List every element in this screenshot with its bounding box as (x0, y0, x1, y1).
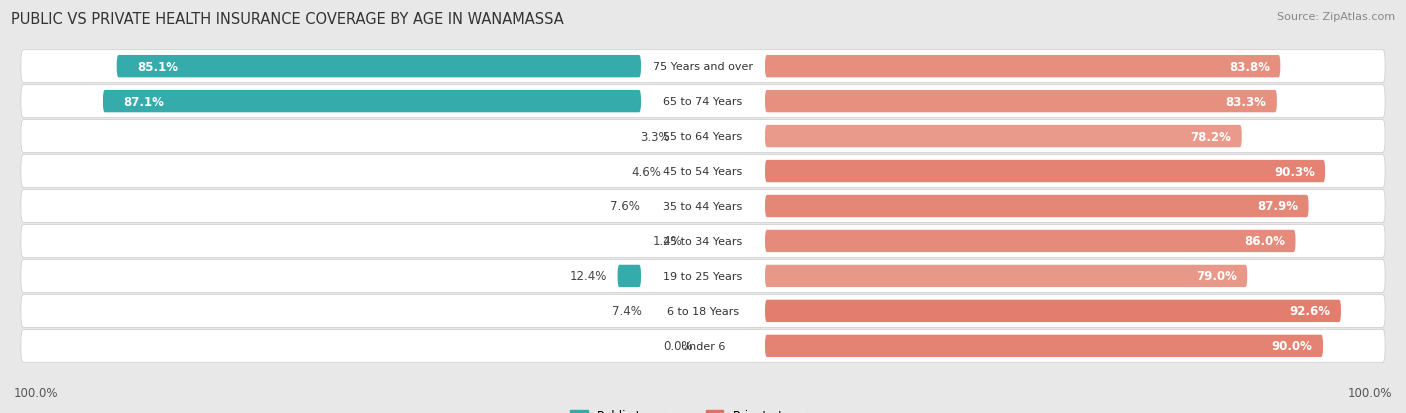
Text: 7.6%: 7.6% (610, 200, 640, 213)
FancyBboxPatch shape (765, 56, 1281, 78)
FancyBboxPatch shape (765, 265, 1247, 287)
FancyBboxPatch shape (765, 161, 1324, 183)
Text: 100.0%: 100.0% (1347, 386, 1392, 399)
FancyBboxPatch shape (103, 91, 641, 113)
Text: 6 to 18 Years: 6 to 18 Years (666, 306, 740, 316)
Text: 55 to 64 Years: 55 to 64 Years (664, 132, 742, 142)
Text: 78.2%: 78.2% (1191, 130, 1232, 143)
FancyBboxPatch shape (21, 295, 1385, 328)
FancyBboxPatch shape (765, 195, 1309, 218)
FancyBboxPatch shape (21, 190, 1385, 223)
Text: 83.8%: 83.8% (1229, 61, 1270, 74)
Text: 45 to 54 Years: 45 to 54 Years (664, 166, 742, 177)
Text: Source: ZipAtlas.com: Source: ZipAtlas.com (1277, 12, 1395, 22)
FancyBboxPatch shape (21, 85, 1385, 118)
Text: 19 to 25 Years: 19 to 25 Years (664, 271, 742, 281)
FancyBboxPatch shape (21, 51, 1385, 83)
Text: 25 to 34 Years: 25 to 34 Years (664, 236, 742, 247)
Text: 83.3%: 83.3% (1226, 95, 1267, 108)
FancyBboxPatch shape (765, 126, 1241, 148)
Text: 79.0%: 79.0% (1197, 270, 1237, 283)
FancyBboxPatch shape (21, 155, 1385, 188)
FancyBboxPatch shape (765, 335, 1323, 357)
FancyBboxPatch shape (617, 265, 641, 287)
FancyBboxPatch shape (117, 56, 641, 78)
Text: 7.4%: 7.4% (612, 305, 641, 318)
Text: 65 to 74 Years: 65 to 74 Years (664, 97, 742, 107)
Text: 100.0%: 100.0% (14, 386, 59, 399)
FancyBboxPatch shape (21, 260, 1385, 293)
Text: 86.0%: 86.0% (1244, 235, 1285, 248)
Text: 3.3%: 3.3% (640, 130, 669, 143)
Text: 4.6%: 4.6% (631, 165, 661, 178)
Legend: Public Insurance, Private Insurance: Public Insurance, Private Insurance (565, 404, 841, 413)
FancyBboxPatch shape (21, 225, 1385, 258)
Text: 75 Years and over: 75 Years and over (652, 62, 754, 72)
Text: 90.3%: 90.3% (1274, 165, 1315, 178)
Text: 87.9%: 87.9% (1257, 200, 1298, 213)
Text: PUBLIC VS PRIVATE HEALTH INSURANCE COVERAGE BY AGE IN WANAMASSA: PUBLIC VS PRIVATE HEALTH INSURANCE COVER… (11, 12, 564, 27)
Text: 85.1%: 85.1% (138, 61, 179, 74)
Text: Under 6: Under 6 (681, 341, 725, 351)
Text: 0.0%: 0.0% (664, 339, 693, 352)
Text: 35 to 44 Years: 35 to 44 Years (664, 202, 742, 211)
FancyBboxPatch shape (765, 300, 1341, 322)
FancyBboxPatch shape (765, 91, 1277, 113)
FancyBboxPatch shape (765, 230, 1295, 252)
Text: 1.4%: 1.4% (654, 235, 683, 248)
Text: 87.1%: 87.1% (124, 95, 165, 108)
Text: 12.4%: 12.4% (569, 270, 607, 283)
FancyBboxPatch shape (21, 120, 1385, 153)
FancyBboxPatch shape (21, 330, 1385, 362)
Text: 92.6%: 92.6% (1289, 305, 1330, 318)
Text: 90.0%: 90.0% (1272, 339, 1313, 352)
